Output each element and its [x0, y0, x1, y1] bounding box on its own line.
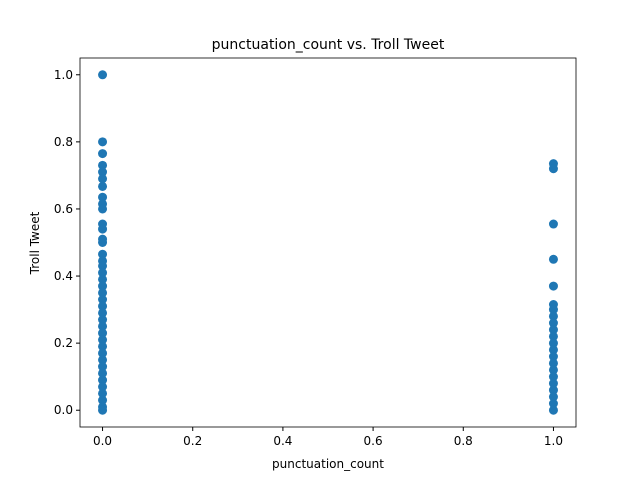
point — [548, 219, 558, 229]
point — [98, 268, 108, 278]
point — [98, 355, 108, 365]
point — [548, 325, 558, 335]
point — [98, 192, 108, 202]
point — [98, 405, 108, 415]
y-axis-label: Troll Tweet — [28, 211, 42, 275]
point — [98, 301, 108, 311]
point — [98, 274, 108, 284]
point — [548, 164, 558, 174]
point — [98, 160, 108, 170]
point — [98, 341, 108, 351]
point — [98, 368, 108, 378]
x-tick-label: 1.0 — [544, 434, 563, 448]
point — [548, 338, 558, 348]
point — [548, 318, 558, 328]
x-axis-label: punctuation_count — [272, 457, 384, 471]
point — [98, 308, 108, 318]
point — [548, 385, 558, 395]
x-tick-label: 0.2 — [183, 434, 202, 448]
point — [98, 288, 108, 298]
point — [98, 70, 108, 80]
y-tick-label: 0.8 — [54, 135, 73, 149]
x-tick-label: 0.4 — [273, 434, 292, 448]
point — [548, 331, 558, 341]
y-tick-label: 0.2 — [54, 336, 73, 350]
point — [548, 358, 558, 368]
point — [98, 321, 108, 331]
point — [548, 311, 558, 321]
x-tick-label: 0.0 — [93, 434, 112, 448]
point — [548, 305, 558, 315]
point — [548, 372, 558, 382]
y-tick-label: 0.0 — [54, 403, 73, 417]
point — [98, 149, 108, 159]
chart-title: punctuation_count vs. Troll Tweet — [212, 37, 445, 53]
point — [548, 405, 558, 415]
point — [548, 352, 558, 362]
point — [98, 362, 108, 372]
point — [548, 281, 558, 291]
point — [98, 315, 108, 325]
point — [548, 399, 558, 409]
x-tick-label: 0.8 — [454, 434, 473, 448]
point — [98, 167, 108, 177]
point — [548, 345, 558, 355]
point — [98, 249, 108, 259]
point — [98, 375, 108, 385]
point — [98, 181, 108, 191]
point — [98, 382, 108, 392]
point — [98, 261, 108, 271]
x-tick-label: 0.6 — [364, 434, 383, 448]
y-tick-label: 0.6 — [54, 202, 73, 216]
point — [548, 365, 558, 375]
point — [98, 395, 108, 405]
point — [98, 348, 108, 358]
y-tick-label: 1.0 — [54, 68, 73, 82]
point — [548, 392, 558, 402]
point — [98, 238, 108, 247]
point — [548, 378, 558, 388]
point — [98, 388, 108, 398]
plot-frame — [79, 57, 577, 428]
point — [98, 137, 108, 147]
point — [548, 254, 558, 264]
point — [98, 295, 108, 305]
point — [98, 328, 108, 338]
point — [98, 281, 108, 291]
point — [98, 174, 108, 184]
point — [98, 335, 108, 345]
point — [98, 224, 108, 234]
point — [98, 204, 108, 214]
y-tick-label: 0.4 — [54, 269, 73, 283]
